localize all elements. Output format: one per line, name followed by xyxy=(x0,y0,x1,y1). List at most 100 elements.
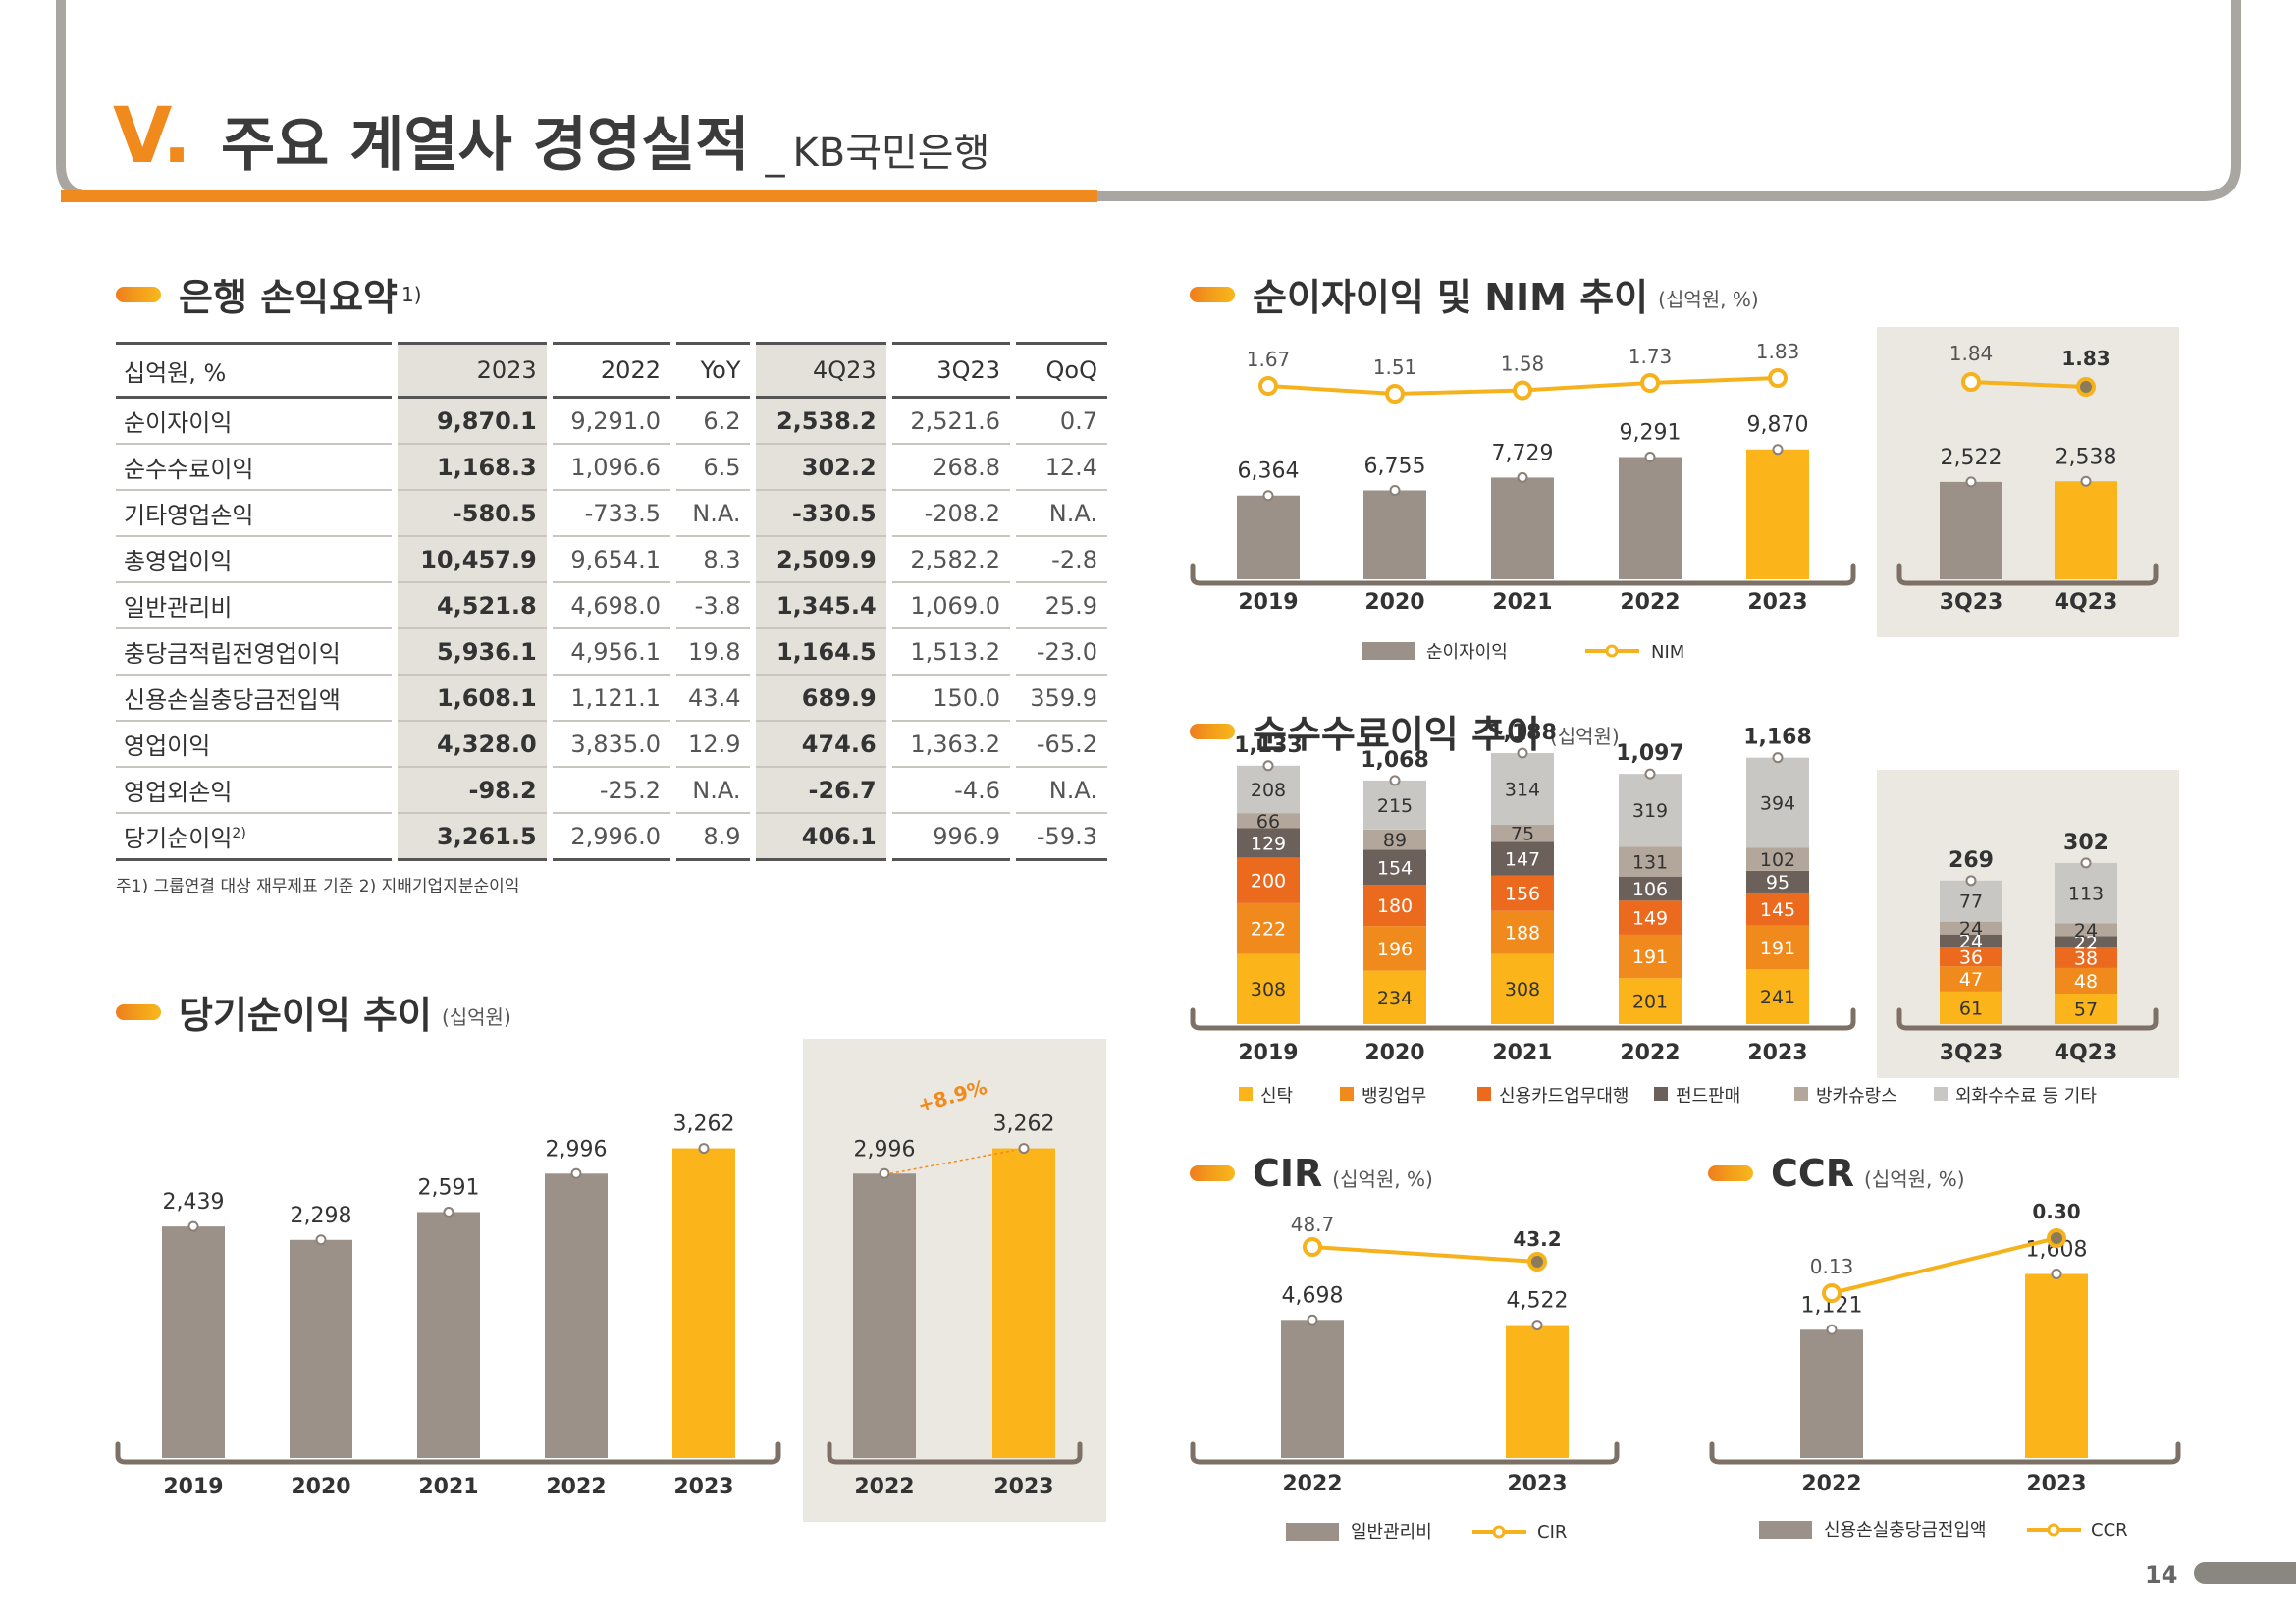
legend-label: CIR xyxy=(1537,1522,1567,1543)
segment-value-label: 200 xyxy=(1251,871,1286,893)
section-nii: 순이자이익 및 NIM 추이 (십억원, %) xyxy=(1190,267,1759,321)
legend-swatch-bar xyxy=(1759,1521,1812,1539)
chart-baseline xyxy=(1709,1441,2181,1465)
stacked-segment xyxy=(2055,862,2117,924)
bar xyxy=(2055,481,2117,579)
bar-value-label: 2,538 xyxy=(2056,445,2117,469)
legend-label: 순이자이익 xyxy=(1426,642,1508,663)
bar-marker xyxy=(1644,768,1656,780)
x-tick-label: 2023 xyxy=(1507,1472,1567,1496)
table-cell: 순이자이익 xyxy=(116,397,395,445)
section-cir: CIR (십억원, %) xyxy=(1190,1152,1433,1195)
table-cell: 9,654.1 xyxy=(546,536,673,583)
stacked-segment xyxy=(2055,967,2117,995)
table-cell: -330.5 xyxy=(750,490,889,537)
table-cell: 4,956.1 xyxy=(546,628,673,676)
table-cell: 8.9 xyxy=(670,813,754,861)
table-cell: 359.9 xyxy=(1010,675,1107,722)
bar xyxy=(162,1226,225,1458)
bar-value-label: 2,439 xyxy=(163,1190,225,1215)
stacked-segment xyxy=(2055,947,2117,968)
segment-value-label: 191 xyxy=(1760,938,1795,959)
x-tick-label: 3Q23 xyxy=(1940,1041,2003,1065)
line-point xyxy=(1768,368,1788,388)
table-cell: 1,096.6 xyxy=(546,444,673,491)
table-cell: 1,121.1 xyxy=(546,675,673,722)
segment-value-label: 201 xyxy=(1632,992,1668,1013)
table-row: 영업이익 4,328.0 3,835.0 12.9 474.6 1,363.2 -65.2 xyxy=(116,721,1107,768)
column-header: YoY xyxy=(670,342,754,399)
stacked-segment xyxy=(1237,902,1300,954)
chart-baseline xyxy=(827,1441,1083,1465)
stacked-segment xyxy=(1619,900,1682,935)
stacked-segment xyxy=(1746,969,1809,1024)
bullet-pill-icon xyxy=(1190,723,1235,739)
bar xyxy=(545,1173,608,1458)
stacked-segment xyxy=(1491,910,1554,954)
segment-value-label: 129 xyxy=(1251,833,1286,854)
table-row: 순수수료이익 1,168.3 1,096.6 6.5 302.2 268.8 12.4 xyxy=(116,444,1107,491)
stacked-segment xyxy=(1363,885,1426,927)
bar-value-label: 9,870 xyxy=(1747,413,1809,438)
bar xyxy=(1619,457,1682,579)
segment-value-label: 154 xyxy=(1377,857,1413,879)
legend-label: 신용카드업무대행 xyxy=(1499,1086,1629,1107)
stacked-segment xyxy=(1491,841,1554,876)
total-value-label: 1,068 xyxy=(1361,748,1429,773)
bar-value-label: 4,698 xyxy=(1282,1283,1344,1308)
legend-label: 신용손실충당금전입액 xyxy=(1824,1520,1987,1541)
table-row: 충당금적립전영업이익 5,936.1 4,956.1 19.8 1,164.5 1,513… xyxy=(116,628,1107,676)
bar xyxy=(2025,1273,2088,1458)
bar-marker xyxy=(1826,1324,1838,1335)
section-title: 순수수료이익 추이 xyxy=(1253,713,1540,756)
legend-label: 외화수수료 등 기타 xyxy=(1955,1086,2097,1107)
bar xyxy=(1363,490,1426,579)
table-cell: 6.2 xyxy=(670,397,754,445)
bar-marker xyxy=(187,1220,199,1232)
page-title: 주요 계열사 경영실적 xyxy=(220,111,750,180)
bar-value-label: 2,298 xyxy=(291,1204,352,1228)
segment-value-label: 156 xyxy=(1505,884,1540,905)
line-value-label: 1.83 xyxy=(1756,340,1800,363)
segment-value-label: 36 xyxy=(1959,947,1983,969)
x-tick-label: 2020 xyxy=(291,1475,350,1499)
section-unit: (십억원) xyxy=(1549,725,1620,748)
segment-value-label: 215 xyxy=(1377,795,1413,817)
segment-value-label: 38 xyxy=(2074,948,2098,970)
bar-marker xyxy=(698,1143,710,1155)
stacked-segment xyxy=(1746,757,1809,848)
bar-marker xyxy=(1772,752,1784,764)
bar-marker xyxy=(315,1234,327,1246)
line-point xyxy=(2047,1228,2066,1248)
chart-baseline xyxy=(1896,563,2159,586)
table-cell: 2,521.6 xyxy=(885,397,1013,445)
table-cell: 0.7 xyxy=(1010,397,1107,445)
bar xyxy=(417,1212,480,1458)
bar-marker xyxy=(1389,484,1401,496)
table-cell: 268.8 xyxy=(885,444,1013,491)
segment-value-label: 48 xyxy=(2074,971,2098,993)
segment-value-label: 77 xyxy=(1959,892,1983,913)
table-cell: 신용손실충당금전입액 xyxy=(116,675,395,722)
segment-value-label: 75 xyxy=(1511,824,1534,845)
bullet-pill-icon xyxy=(1190,286,1235,302)
segment-value-label: 188 xyxy=(1505,923,1540,945)
stacked-segment xyxy=(1363,780,1426,830)
bar-marker xyxy=(443,1206,454,1218)
column-header: 4Q23 xyxy=(750,342,889,399)
line-series xyxy=(1831,1236,2057,1295)
income-summary-table: 십억원, % 2023 2022 YoY 4Q23 3Q23 QoQ 순이자이익… xyxy=(116,342,1107,861)
segment-value-label: 89 xyxy=(1383,830,1407,851)
stacked-segment xyxy=(1940,966,2002,992)
legend-swatch-point xyxy=(2047,1523,2060,1537)
bar-marker xyxy=(2080,475,2092,487)
section-ccr: CCR (십억원, %) xyxy=(1708,1152,1965,1195)
table-cell: -65.2 xyxy=(1010,721,1107,768)
x-tick-label: 2022 xyxy=(1282,1472,1342,1496)
bar-marker xyxy=(1262,760,1274,772)
legend-swatch-point xyxy=(1605,644,1619,658)
line-point xyxy=(1527,1252,1547,1272)
segment-value-label: 47 xyxy=(1959,969,1983,991)
page-number-tab xyxy=(2194,1562,2296,1584)
stacked-segment xyxy=(2055,994,2117,1024)
